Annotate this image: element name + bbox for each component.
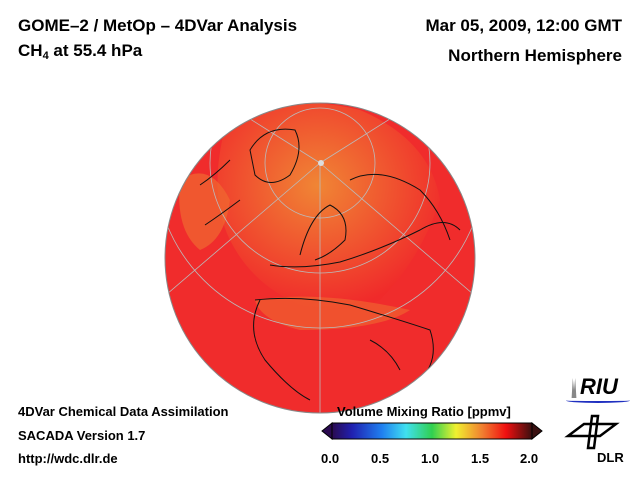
colorbar-tick: 1.5 (471, 451, 490, 466)
species: CH (18, 41, 43, 60)
dlr-logo-text: DLR (597, 450, 624, 465)
colorbar-tick: 1.0 (421, 451, 440, 466)
methane-field-orange (217, 103, 440, 310)
colorbar-tick: 0.5 (371, 451, 390, 466)
level: at 55.4 hPa (48, 41, 143, 60)
date: Mar 05, 2009, 12:00 GMT (425, 16, 622, 35)
riu-logo: RIU (566, 374, 630, 404)
methane-field-patch (255, 296, 410, 330)
colorbar-tick: 0.0 (321, 451, 340, 466)
species-subscript: 4 (42, 50, 49, 62)
species-level: CH4 at 55.4 hPa (18, 41, 142, 62)
colorbar-title: Volume Mixing Ratio [ppmv] (337, 404, 511, 419)
north-pole-marker (318, 160, 324, 166)
footer-link[interactable]: http://wdc.dlr.de (18, 451, 118, 466)
footer-line2: SACADA Version 1.7 (18, 428, 146, 443)
region: Northern Hemisphere (448, 46, 622, 65)
dlr-logo-icon (564, 414, 620, 450)
footer-line1: 4DVar Chemical Data Assimilation (18, 404, 229, 419)
colorbar-tick: 2.0 (520, 451, 539, 466)
title: GOME–2 / MetOp – 4DVar Analysis (18, 16, 298, 35)
riu-logo-text: RIU (580, 374, 618, 399)
methane-field-patch (179, 173, 230, 250)
coastlines (199, 128, 461, 401)
colorbar (321, 421, 543, 441)
